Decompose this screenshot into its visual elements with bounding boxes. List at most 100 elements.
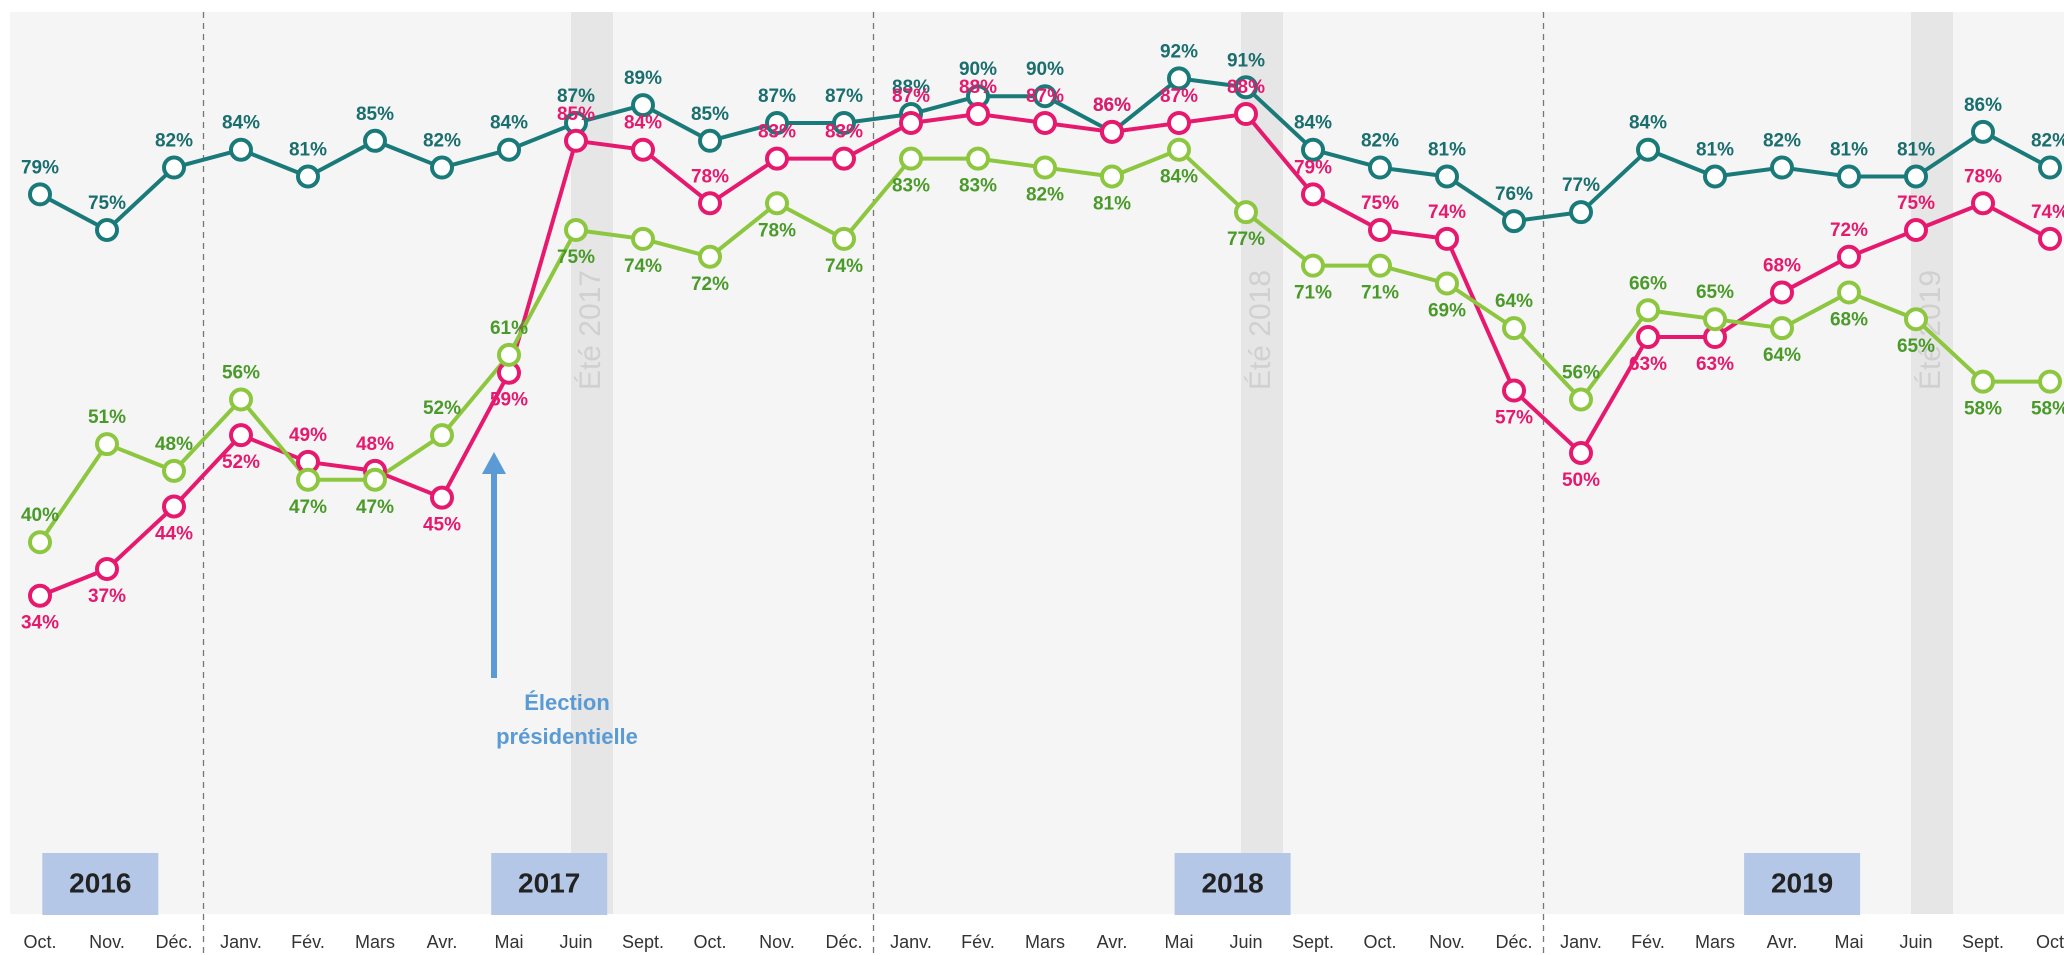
series-point [430, 423, 454, 448]
series-point [162, 458, 186, 483]
value-label: 88% [892, 77, 930, 98]
value-label: 61% [490, 318, 528, 339]
series-point [1703, 164, 1727, 189]
value-label: 75% [1361, 193, 1399, 214]
series-point [1167, 110, 1191, 135]
value-label: 92% [1160, 41, 1198, 62]
value-label: 52% [423, 398, 461, 419]
summer-band [1241, 12, 1283, 914]
series-point [1100, 164, 1124, 189]
x-tick-label: Fév. [1631, 932, 1665, 952]
series-point [1167, 66, 1191, 91]
value-label: 90% [1026, 59, 1064, 80]
value-label: 81% [1696, 139, 1734, 160]
x-tick-label: Fév. [961, 932, 995, 952]
year-box [491, 853, 608, 915]
series-point [1368, 253, 1392, 278]
value-label: 74% [825, 256, 863, 277]
value-label: 85% [557, 104, 595, 125]
series-point [1770, 280, 1794, 305]
series-point [1033, 84, 1057, 109]
x-tick-label: Sept. [1292, 932, 1334, 952]
value-label: 71% [1361, 283, 1399, 304]
annotation-text: Élection [524, 690, 610, 715]
value-label: 75% [88, 193, 126, 214]
series-point [765, 191, 789, 216]
series-point [564, 218, 588, 242]
summer-label: Été 2017 [574, 270, 607, 390]
series-point [1636, 137, 1660, 162]
series-point [1435, 164, 1459, 189]
series-point [430, 485, 454, 510]
series-point [229, 423, 253, 448]
series-point [832, 110, 856, 135]
value-label: 78% [758, 220, 796, 241]
annotation-text: présidentielle [496, 724, 638, 749]
value-label: 58% [1964, 399, 2002, 420]
value-label: 82% [1361, 131, 1399, 152]
x-tick-label: Juin [559, 932, 592, 952]
value-label: 81% [1897, 139, 1935, 160]
value-label: 87% [1160, 86, 1198, 107]
series-point [28, 530, 52, 555]
x-tick-label: Oct. [1363, 932, 1396, 952]
value-label: 68% [1830, 309, 1868, 330]
value-label: 84% [490, 113, 528, 134]
series-point [497, 342, 521, 367]
x-tick-label: Juin [1899, 932, 1932, 952]
value-label: 56% [1562, 362, 1600, 383]
value-label: 83% [959, 176, 997, 197]
series-point [765, 110, 789, 135]
series-point [363, 467, 387, 492]
x-tick-label: Nov. [759, 932, 795, 952]
x-tick-label: Déc. [1495, 932, 1532, 952]
value-label: 63% [1696, 354, 1734, 375]
x-tick-label: Déc. [155, 932, 192, 952]
series-point [95, 556, 119, 581]
x-tick-label: Oct. [23, 932, 56, 952]
series-point [1234, 75, 1258, 100]
series-point [1636, 325, 1660, 350]
value-label: 84% [1160, 167, 1198, 188]
value-label: 69% [1428, 301, 1466, 322]
value-label: 64% [1495, 291, 1533, 312]
series-point [1167, 137, 1191, 162]
series-point [162, 155, 186, 180]
x-tick-label: Juin [1229, 932, 1262, 952]
series-point [162, 494, 186, 519]
series-point [966, 102, 990, 127]
series-point [1033, 110, 1057, 135]
value-label: 83% [892, 176, 930, 197]
summer-band [1911, 12, 1953, 914]
value-label: 71% [1294, 283, 1332, 304]
x-tick-label: Mai [1164, 932, 1193, 952]
value-label: 84% [1294, 113, 1332, 134]
series-point [1971, 119, 1995, 144]
value-label: 84% [1629, 113, 1667, 134]
series-point [1837, 280, 1861, 305]
value-label: 86% [1093, 95, 1131, 116]
series-point [363, 128, 387, 153]
x-tick-label: Avr. [1097, 932, 1128, 952]
value-label: 77% [1227, 229, 1265, 250]
x-tick-label: Oct [2036, 932, 2064, 952]
value-label: 48% [356, 434, 394, 455]
series-point [1502, 209, 1526, 234]
series-point [2038, 226, 2062, 251]
x-tick-label: Sept. [622, 932, 664, 952]
series-point [1435, 226, 1459, 251]
value-label: 87% [1026, 86, 1064, 107]
value-label: 79% [21, 157, 59, 178]
series-point [1770, 316, 1794, 341]
series-point [966, 146, 990, 171]
year-box [42, 853, 159, 915]
value-label: 78% [691, 166, 729, 187]
series-point [1703, 307, 1727, 332]
value-label: 45% [423, 515, 461, 536]
value-label: 87% [557, 86, 595, 107]
value-label: 76% [1495, 184, 1533, 205]
value-label: 86% [1093, 95, 1131, 116]
series-point [28, 583, 52, 608]
series-point [1502, 316, 1526, 341]
x-tick-label: Fév. [291, 932, 325, 952]
